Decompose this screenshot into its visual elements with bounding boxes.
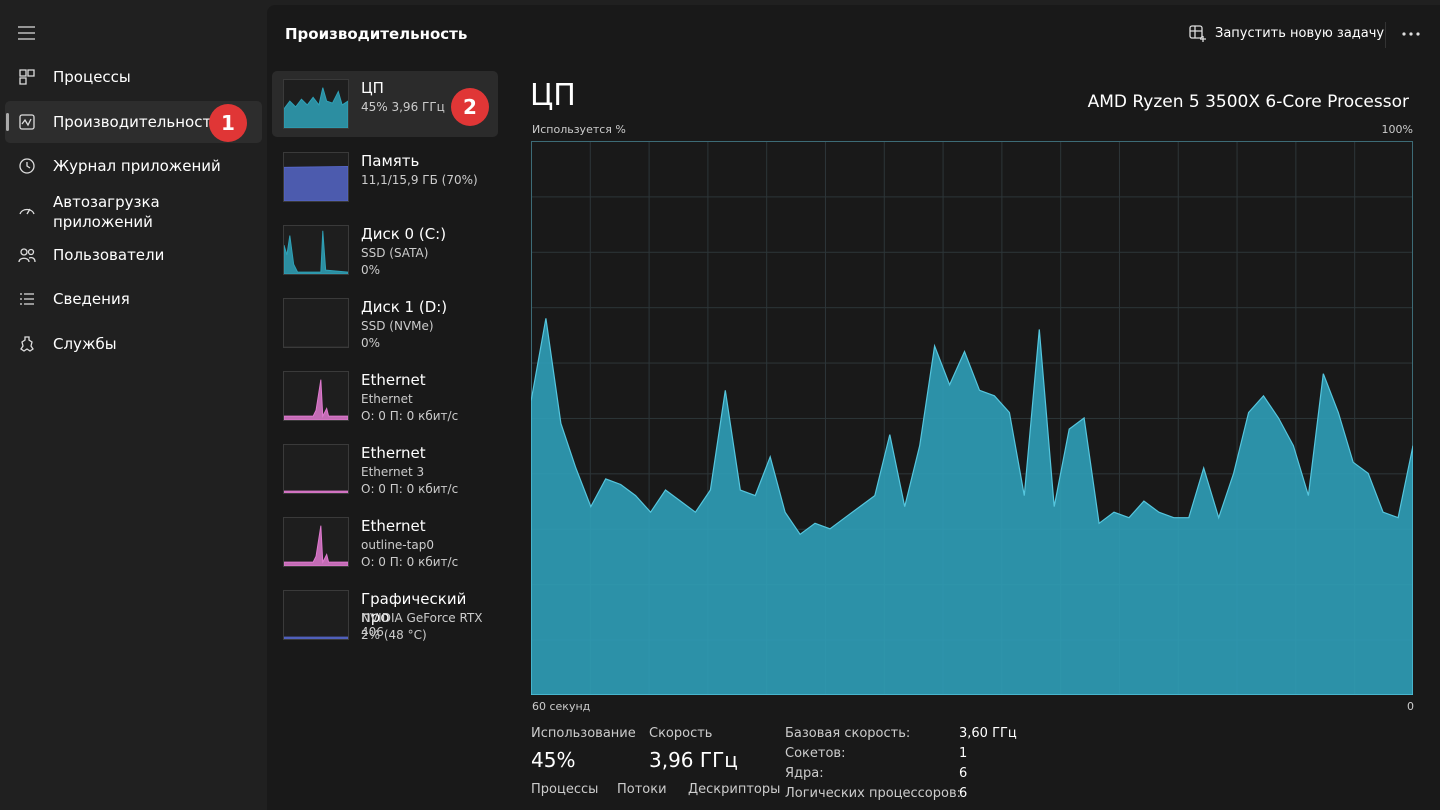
detail-label: Базовая скорость:: [785, 726, 911, 741]
nav-item[interactable]: Процессы: [53, 68, 131, 86]
nav-icon: [20, 293, 34, 305]
device-thumbnail: [283, 444, 349, 494]
device-info: 0%: [361, 336, 381, 350]
x-tick-label: 0: [1407, 700, 1414, 713]
device-thumbnail: [283, 298, 349, 348]
device-info: 45% 3,96 ГГц: [361, 100, 445, 114]
device-info: Ethernet 3: [361, 465, 425, 479]
device-thumbnail: [283, 152, 349, 202]
menu-icon[interactable]: [18, 26, 36, 40]
more-button[interactable]: [1402, 32, 1420, 36]
badge: 1: [209, 104, 247, 142]
device-info: SSD (SATA): [361, 246, 429, 260]
device-name: Ethernet: [361, 444, 426, 462]
device-item[interactable]: Ethernet outline-tap0 О: 0 П: 0 кбит/с: [272, 509, 498, 575]
device-thumbnail: [283, 79, 349, 129]
device-name: Память: [361, 152, 420, 170]
nav-icon: [19, 114, 35, 130]
device-name: Диск 1 (D:): [361, 298, 448, 316]
device-name: Ethernet: [361, 517, 426, 535]
device-item[interactable]: Память 11,1/15,9 ГБ (70%): [272, 144, 498, 210]
nav-icon: [20, 336, 34, 352]
device-info: 11,1/15,9 ГБ (70%): [361, 173, 478, 187]
device-info: 0%: [361, 263, 381, 277]
device-name: Ethernet: [361, 371, 426, 389]
device-item[interactable]: Ethernet Ethernet О: 0 П: 0 кбит/с: [272, 363, 498, 429]
device-thumbnail: [283, 225, 349, 275]
nav-icon: [19, 158, 35, 174]
device-info: NVIDIA GeForce RTX 406: [361, 611, 483, 639]
x-tick-label: 60 секунд: [532, 700, 591, 713]
sparkline: [284, 346, 348, 348]
nav-icon: [19, 208, 35, 215]
cpu-title: ЦП: [530, 78, 576, 113]
device-item[interactable]: Диск 0 (C:) SSD (SATA) 0%: [272, 217, 498, 283]
device-item[interactable]: Ethernet Ethernet 3 О: 0 П: 0 кбит/с: [272, 436, 498, 502]
detail-label: Ядра:: [785, 766, 824, 781]
nav-indicator: [6, 113, 9, 131]
sparkline: [283, 165, 349, 202]
stat-label: Потоки: [617, 782, 667, 797]
detail-value: 6: [959, 786, 968, 801]
nav-item[interactable]: Пользователи: [53, 246, 165, 264]
stat-value: 45%: [531, 748, 576, 772]
badge: 2: [451, 88, 489, 126]
device-item[interactable]: Диск 1 (D:) SSD (NVMe) 0%: [272, 290, 498, 356]
detail-label: Сокетов:: [785, 746, 846, 761]
y-axis-label: Используется %: [532, 123, 626, 136]
divider: [1385, 22, 1386, 48]
device-name: Диск 0 (C:): [361, 225, 447, 243]
device-info: Ethernet: [361, 392, 413, 406]
device-info: 2% (48 °C): [361, 628, 427, 642]
device-item[interactable]: Графический про NVIDIA GeForce RTX 406 2% …: [272, 582, 498, 648]
stat-value: 3,96 ГГц: [649, 748, 738, 772]
detail-value: 6: [959, 766, 968, 781]
device-name: ЦП: [361, 79, 384, 97]
stat-label: Процессы: [531, 782, 599, 797]
stat-label: Дескрипторы: [688, 782, 781, 797]
new-task-icon[interactable]: [1189, 25, 1207, 43]
page-title: Производительность: [285, 25, 468, 43]
cpu-area: [531, 318, 1413, 695]
cpu-model: AMD Ryzen 5 3500X 6-Core Processor: [1087, 92, 1409, 112]
new-task-button[interactable]: Запустить новую задачу: [1215, 26, 1385, 41]
stat-label: Скорость: [649, 726, 713, 741]
nav-icon: [19, 69, 35, 85]
device-thumbnail: [283, 517, 349, 567]
y-tick-label: 100%: [1381, 123, 1413, 136]
device-info: О: 0 П: 0 кбит/с: [361, 555, 459, 569]
sparkline: [283, 379, 349, 421]
nav-icon: [18, 248, 36, 263]
sparkline: [283, 636, 349, 640]
device-thumbnail: [283, 590, 349, 640]
sparkline: [283, 87, 349, 129]
device-name: Графический про: [361, 590, 467, 626]
sparkline: [283, 490, 349, 494]
detail-label: Логических процессоров:: [785, 786, 962, 801]
nav-item[interactable]: Журнал приложений: [53, 157, 221, 175]
nav-item[interactable]: Службы: [53, 335, 117, 353]
detail-value: 3,60 ГГц: [959, 726, 1017, 741]
device-info: outline-tap0: [361, 538, 434, 552]
sparkline: [283, 525, 349, 567]
nav-item[interactable]: Сведения: [53, 290, 130, 308]
nav-item[interactable]: Автозагрузка приложений: [53, 193, 160, 231]
detail-value: 1: [959, 746, 968, 761]
device-info: SSD (NVMe): [361, 319, 434, 333]
cpu-chart: [531, 318, 1413, 695]
device-thumbnail: [283, 371, 349, 421]
stat-label: Использование: [531, 726, 636, 741]
sparkline: [283, 230, 349, 275]
nav-item[interactable]: Производительность: [53, 113, 221, 131]
device-info: О: 0 П: 0 кбит/с: [361, 409, 459, 423]
device-info: О: 0 П: 0 кбит/с: [361, 482, 459, 496]
